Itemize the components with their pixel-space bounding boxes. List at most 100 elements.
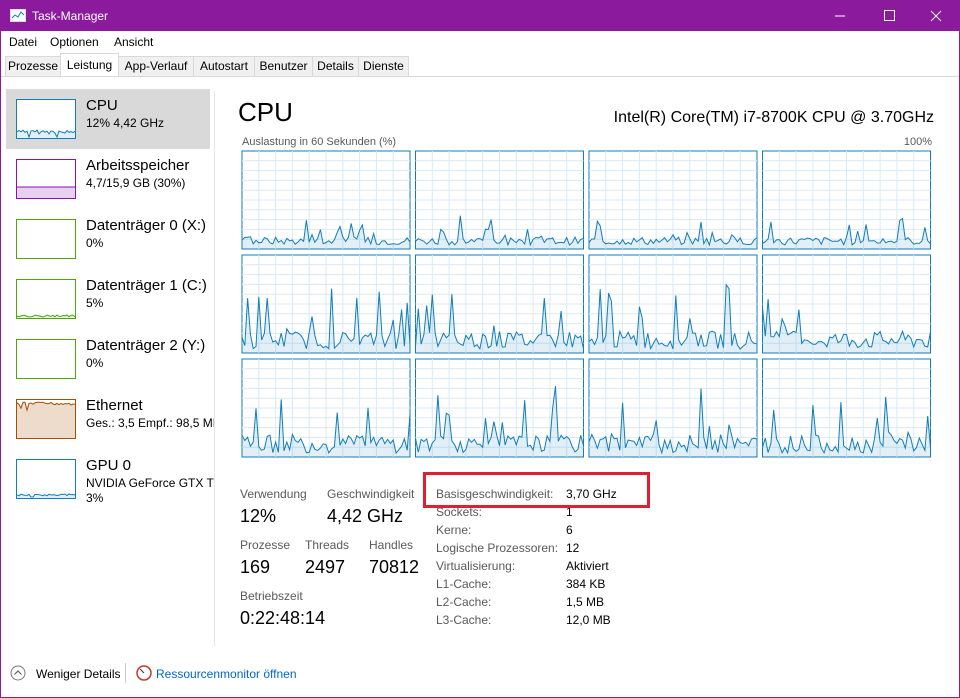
spec-label: Basisgeschwindigkeit: [436,487,554,501]
thumbnail-graph [17,220,75,258]
menu-item[interactable]: Datei [9,35,38,49]
thumbnail [16,219,76,259]
window-title: Task-Manager [32,9,109,23]
graph-line [241,288,411,350]
sidebar-detail: 0% [86,356,104,370]
stat-label: Verwendung [240,487,307,501]
less-details-icon[interactable] [10,665,26,681]
thumbnail [16,399,76,439]
graph-area [242,220,410,249]
cpu-graphs [241,150,931,458]
sidebar-name: CPU [86,97,118,114]
sidebar-item[interactable]: Datenträger 0 (X:) 0% [6,209,210,269]
sidebar-item[interactable]: GPU 0 NVIDIA GeForce GTX TI 3% [6,449,214,509]
sidebar-detail: 4,7/15,9 GB (30%) [86,176,186,190]
spec-value: 3,70 GHz [566,487,617,501]
sidebar-detail: 0% [86,236,104,250]
thumbnail-line [16,314,76,318]
tab[interactable]: Prozesse [5,56,61,77]
spec-label: Kerne: [436,523,472,537]
sidebar-name: Datenträger 2 (Y:) [86,337,206,354]
stat-label: Threads [305,538,350,552]
processor-name: Intel(R) Core(TM) i7-8700K CPU @ 3.70GHz [613,109,934,126]
thumbnail-line [16,401,76,412]
graph-area [589,284,757,353]
monitor-icon[interactable] [136,665,152,681]
thumbnail-line [16,493,76,498]
graph-line [415,294,584,351]
highlight-box [423,472,650,508]
menu-item[interactable]: Ansicht [114,35,154,49]
sidebar-item[interactable]: CPU 12% 4,42 GHz [6,89,210,149]
thumbnail-area [17,315,75,318]
thumbnail [16,159,76,199]
spec-label: L3-Cache: [436,613,492,627]
spec-value: Aktiviert [566,559,609,573]
sidebar-name: Arbeitsspeicher [86,157,190,174]
stat-label: Handles [369,538,414,552]
stat-value: 0:22:48:14 [240,608,326,628]
footer-divider [125,663,126,683]
spec-label: Virtualisierung: [436,559,516,573]
tab[interactable]: Details [312,56,359,77]
graph-line [762,217,931,246]
stat-value: 12% [240,506,277,526]
graph-area [762,396,931,457]
stat-value: 169 [240,557,271,577]
graph-line [588,388,758,455]
spec-label: Logische Prozessoren: [436,541,559,555]
thumbnail-graph [16,493,76,498]
tab[interactable]: App-Verlauf [118,56,194,77]
thumbnail-graph [16,401,76,438]
spec-value: 1,5 MB [566,595,605,609]
sidebar-item[interactable]: Datenträger 2 (Y:) 0% [6,329,210,389]
tab[interactable]: Benutzer [254,56,313,77]
main-title: CPU [238,97,293,127]
resource-monitor-link[interactable]: Ressourcenmonitor öffnen [156,667,297,681]
graph-area [589,388,757,457]
thumbnail-line [16,129,76,139]
spec-label: L2-Cache: [436,595,492,609]
thumbnail-graph [16,314,76,318]
tab-border [1,76,959,77]
graph-area [415,215,584,249]
sidebar-item[interactable]: Datenträger 1 (C:) 5% [6,269,210,329]
sidebar-item[interactable]: Arbeitsspeicher 4,7/15,9 GB (30%) [6,149,210,209]
thumbnail-area [17,187,75,198]
graph-line [762,299,931,349]
sidebar-detail: 3% [86,491,104,505]
stat-value: 70812 [369,557,420,577]
spec-value: 1 [566,505,573,519]
graph-line [588,219,758,247]
thumbnail [16,279,76,319]
spec-label: Sockets: [436,505,483,519]
sidebar-detail: NVIDIA GeForce GTX TI [86,476,214,490]
sidebar-item[interactable]: Ethernet Ges.: 3,5 Empf.: 98,5 MB [6,389,214,449]
less-details[interactable]: Weniger Details [36,667,121,681]
thumbnail [16,99,76,139]
spec-value: 384 KB [566,577,606,591]
thumbnail-graph [16,129,76,139]
graph-line [241,399,411,455]
menu-item[interactable]: Optionen [50,35,99,49]
sidebar-detail: Ges.: 3,5 Empf.: 98,5 MB [86,416,214,430]
stat-label: Prozesse [240,538,291,552]
sidebar-name: GPU 0 [86,457,132,474]
graph-line [241,220,411,246]
divider [214,91,215,646]
spec-label: L1-Cache: [436,577,492,591]
spec-value: 12 [566,541,580,555]
spec-value: 6 [566,523,573,537]
graph-line [415,386,584,454]
thumbnail [16,459,76,499]
thumbnail-graph [17,186,75,198]
thumbnail-graph [17,340,75,378]
graph-line [415,215,584,247]
sidebar-detail: 5% [86,296,104,310]
window-controls[interactable] [821,1,959,31]
tab[interactable]: Dienste [358,56,409,77]
tab[interactable]: Autostart [193,56,255,77]
tab-active[interactable]: Leistung [60,53,119,78]
sidebar-name: Datenträger 1 (C:) [86,277,207,294]
